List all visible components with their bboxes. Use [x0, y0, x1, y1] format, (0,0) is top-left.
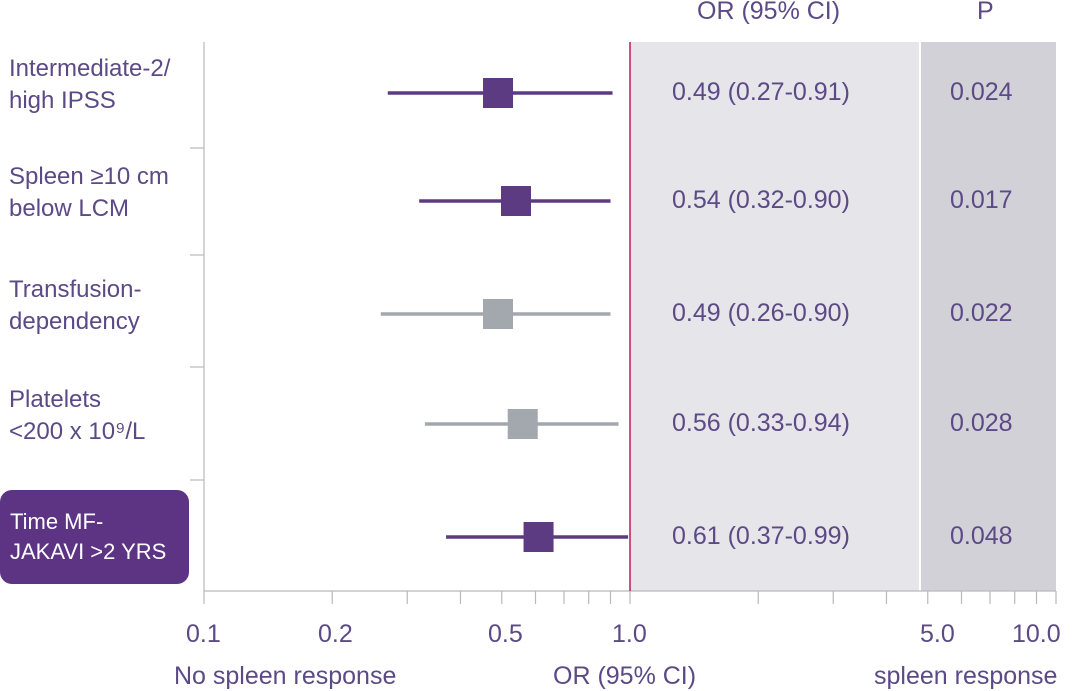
row-label: Spleen ≥10 cm below LCM: [9, 161, 169, 225]
p-value: 0.028: [950, 409, 1013, 437]
caption-no-spleen-response: No spleen response: [174, 662, 397, 690]
header-p: P: [977, 0, 994, 25]
x-tick-label: 0.2: [318, 620, 353, 648]
row-label-line: below LCM: [9, 195, 130, 222]
row-label-line: Transfusion-: [9, 276, 142, 303]
header-or-ci: OR (95% CI): [697, 0, 841, 25]
or-ci-value: 0.49 (0.27-0.91): [672, 78, 850, 106]
p-value: 0.022: [950, 299, 1013, 327]
or-marker: [483, 299, 514, 329]
or-ci-value: 0.61 (0.37-0.99): [672, 522, 850, 550]
x-tick-label: 5.0: [920, 620, 955, 648]
p-value-panel: [921, 42, 1056, 591]
row-label-line: <200 x 10⁹/L: [9, 418, 146, 445]
p-value: 0.017: [950, 186, 1013, 214]
or-marker: [500, 186, 531, 216]
or-ci-value: 0.49 (0.26-0.90): [672, 299, 850, 327]
p-value: 0.024: [950, 78, 1013, 106]
row-label: Time MF- JAKAVI >2 YRS: [0, 490, 189, 584]
row-label: Transfusion-dependency: [9, 274, 142, 338]
row-label: Platelets <200 x 10⁹/L: [9, 384, 145, 448]
or-marker: [483, 78, 514, 108]
or-marker: [507, 409, 538, 439]
or-marker: [523, 522, 554, 552]
x-tick-label: 0.1: [186, 620, 221, 648]
x-tick-label: 0.5: [488, 620, 523, 648]
row-label-line: JAKAVI >2 YRS: [10, 539, 167, 564]
or-ci-value: 0.56 (0.33-0.94): [672, 409, 850, 437]
row-label-line: Time MF-: [10, 509, 104, 534]
or-ci-panel: [630, 42, 919, 591]
p-value: 0.048: [950, 522, 1013, 550]
or-ci-value: 0.54 (0.32-0.90): [672, 186, 850, 214]
row-label: Intermediate-2/high IPSS: [9, 53, 170, 117]
row-label-line: dependency: [9, 308, 140, 335]
x-tick-label: 1.0: [612, 620, 647, 648]
row-label-line: Intermediate-2/: [9, 55, 171, 82]
x-tick-label: 10.0: [1012, 620, 1061, 648]
caption-spleen-response: spleen response: [874, 662, 1058, 690]
row-label-line: Platelets: [9, 386, 102, 413]
caption-or-ci: OR (95% CI): [553, 662, 697, 690]
row-label-line: Spleen ≥10 cm: [9, 163, 169, 190]
row-label-line: high IPSS: [9, 87, 116, 114]
